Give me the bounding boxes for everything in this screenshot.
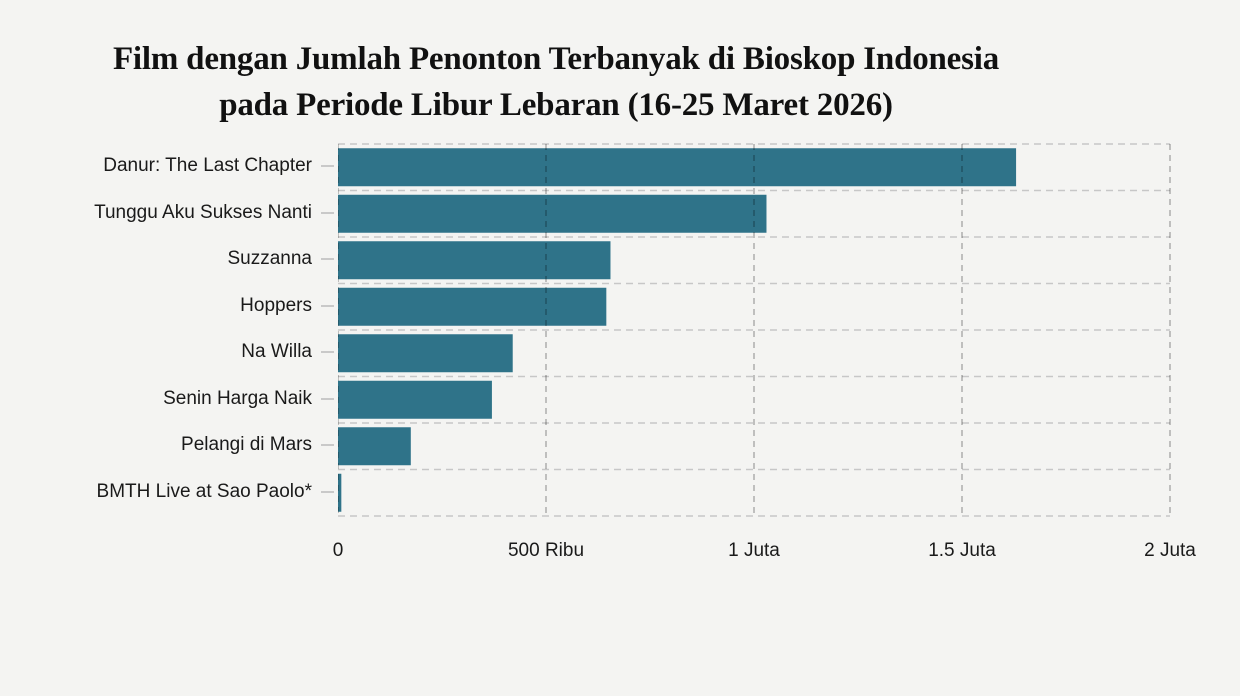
category-label: Pelangi di Mars (181, 434, 312, 456)
category-label: Tunggu Aku Sukses Nanti (94, 201, 312, 223)
category-label: Suzzanna (227, 248, 312, 270)
x-tick-label: 2 Juta (1144, 540, 1196, 561)
bar (338, 334, 513, 373)
y-axis-tick (321, 258, 334, 261)
bar (338, 380, 492, 419)
chart-title-line1: Film dengan Jumlah Penonton Terbanyak di… (112, 41, 1000, 77)
category-label: Danur: The Last Chapter (103, 155, 312, 177)
y-axis-tick (321, 397, 334, 400)
y-axis-tick (321, 351, 334, 354)
x-tick-label: 1 Juta (728, 540, 780, 561)
category-label: Na Willa (241, 341, 312, 363)
bar-chart-plot (338, 143, 1171, 517)
y-axis-tick (321, 304, 334, 307)
x-tick-label: 500 Ribu (507, 540, 585, 561)
y-axis-tick (321, 165, 334, 168)
x-tick-label: 1.5 Juta (928, 540, 996, 561)
bar (338, 241, 611, 280)
bar (338, 194, 767, 233)
bar (338, 427, 411, 466)
category-label: BMTH Live at Sao Paolo* (96, 480, 312, 502)
chart-title: Film dengan Jumlah Penonton Terbanyak di… (0, 36, 1112, 128)
bar (338, 148, 1017, 187)
chart-title-line2: pada Periode Libur Lebaran (16-25 Maret … (219, 87, 893, 123)
category-label: Senin Harga Naik (163, 387, 312, 409)
y-axis-tick (321, 444, 334, 447)
category-label: Hoppers (240, 294, 312, 316)
bar (338, 473, 342, 512)
y-axis-tick (321, 490, 334, 493)
y-axis-tick (321, 211, 334, 214)
x-tick-label: 0 (332, 540, 344, 561)
bar (338, 287, 607, 326)
